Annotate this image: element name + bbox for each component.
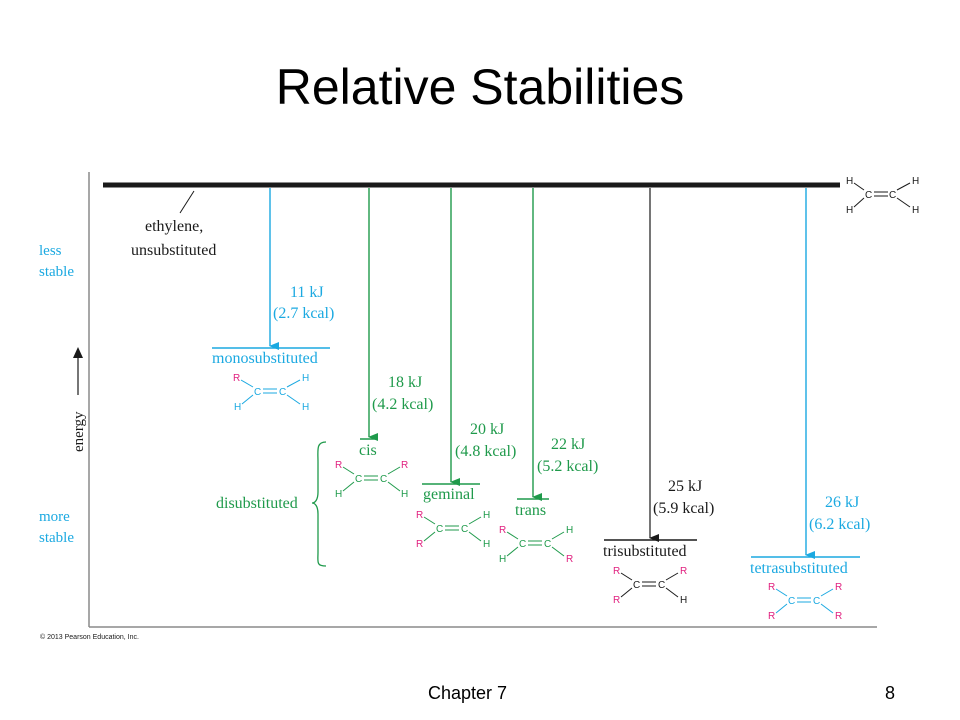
atom-r: R — [416, 510, 423, 521]
atom-c: C — [461, 524, 468, 535]
atom-c: C — [380, 474, 387, 485]
page-title: Relative Stabilities — [275, 59, 685, 115]
energy-kj: 22 kJ — [551, 436, 585, 453]
disubstituted-label: disubstituted — [216, 495, 298, 512]
atom-c: C — [889, 190, 896, 201]
atom-c: C — [355, 474, 362, 485]
more-stable-label-line1: more — [39, 509, 70, 525]
ethylene-pointer — [179, 190, 195, 214]
less-stable-label-line1: less — [39, 243, 62, 259]
disubstituted-brace — [311, 441, 327, 567]
geminal-structure: R R C C H H — [416, 510, 490, 550]
atom-h: H — [335, 489, 342, 500]
energy-kcal: (5.9 kcal) — [653, 500, 714, 517]
footer-chapter: Chapter 7 — [428, 683, 508, 703]
energy-kj: 18 kJ — [388, 374, 422, 391]
ethylene-structure: H H C C H H — [846, 176, 919, 216]
atom-h: H — [401, 489, 408, 500]
atom-r: R — [768, 611, 775, 622]
energy-kj: 25 kJ — [668, 478, 702, 495]
ethylene-label-line2: unsubstituted — [131, 242, 216, 259]
atom-r: R — [233, 373, 240, 384]
level-name: cis — [359, 442, 377, 459]
atom-h: H — [499, 554, 506, 565]
energy-axis-arrowhead — [73, 347, 83, 358]
atom-h: H — [302, 402, 309, 413]
atom-h: H — [483, 539, 490, 550]
atom-r: R — [835, 582, 842, 593]
energy-kcal: (4.8 kcal) — [455, 443, 516, 460]
atom-c: C — [436, 524, 443, 535]
atom-r: R — [768, 582, 775, 593]
atom-r: R — [401, 460, 408, 471]
level-name: monosubstituted — [212, 350, 318, 367]
level-monosubstituted: 11 kJ (2.7 kcal) monosubstituted R H C C… — [212, 188, 334, 413]
atom-c: C — [254, 387, 261, 398]
atom-r: R — [680, 566, 687, 577]
energy-kj: 20 kJ — [470, 421, 504, 438]
atom-r: R — [335, 460, 342, 471]
mono-structure: R H C C H H — [233, 373, 309, 413]
trans-structure: R H C C H R — [499, 525, 573, 565]
atom-h: H — [912, 205, 919, 216]
atom-c: C — [658, 580, 665, 591]
energy-kj: 26 kJ — [825, 494, 859, 511]
atom-h: H — [846, 176, 853, 187]
level-geminal: 20 kJ (4.8 kcal) geminal R R C C H H — [416, 188, 516, 550]
atom-c: C — [544, 539, 551, 550]
level-cis: 18 kJ (4.2 kcal) cis R H C C R H — [335, 188, 433, 500]
atom-h: H — [483, 510, 490, 521]
level-tetrasubstituted: 26 kJ (6.2 kcal) tetrasubstituted R R C … — [750, 188, 870, 622]
less-stable-label-line2: stable — [39, 264, 74, 280]
footer-page-number: 8 — [885, 683, 896, 703]
level-name: tetrasubstituted — [750, 560, 848, 577]
energy-kcal: (6.2 kcal) — [809, 516, 870, 533]
atom-h: H — [234, 402, 241, 413]
energy-kcal: (5.2 kcal) — [537, 458, 598, 475]
energy-kcal: (4.2 kcal) — [372, 396, 433, 413]
atom-c: C — [279, 387, 286, 398]
atom-c: C — [865, 190, 872, 201]
atom-r: R — [416, 539, 423, 550]
atom-r: R — [835, 611, 842, 622]
level-name: trisubstituted — [603, 543, 687, 560]
atom-c: C — [788, 596, 795, 607]
atom-r: R — [613, 595, 620, 606]
copyright-notice: © 2013 Pearson Education, Inc. — [40, 633, 139, 641]
atom-r: R — [499, 525, 506, 536]
atom-r: R — [613, 566, 620, 577]
atom-c: C — [813, 596, 820, 607]
atom-c: C — [519, 539, 526, 550]
level-name: geminal — [423, 486, 475, 503]
atom-h: H — [566, 525, 573, 536]
ethylene-label-line1: ethylene, — [145, 218, 203, 235]
level-trans: 22 kJ (5.2 kcal) trans R H C C H R — [499, 188, 598, 565]
cis-structure: R H C C R H — [335, 460, 408, 500]
energy-kj: 11 kJ — [290, 284, 324, 301]
atom-c: C — [633, 580, 640, 591]
atom-h: H — [846, 205, 853, 216]
level-trisubstituted: 25 kJ (5.9 kcal) trisubstituted R R C C … — [603, 188, 714, 606]
level-name: trans — [515, 502, 546, 519]
energy-axis-label: energy — [71, 411, 87, 452]
atom-r: R — [566, 554, 573, 565]
atom-h: H — [680, 595, 687, 606]
atom-h: H — [912, 176, 919, 187]
tetra-structure: R R C C R R — [768, 582, 842, 622]
tri-structure: R R C C R H — [613, 566, 687, 606]
atom-h: H — [302, 373, 309, 384]
more-stable-label-line2: stable — [39, 530, 74, 546]
energy-kcal: (2.7 kcal) — [273, 305, 334, 322]
